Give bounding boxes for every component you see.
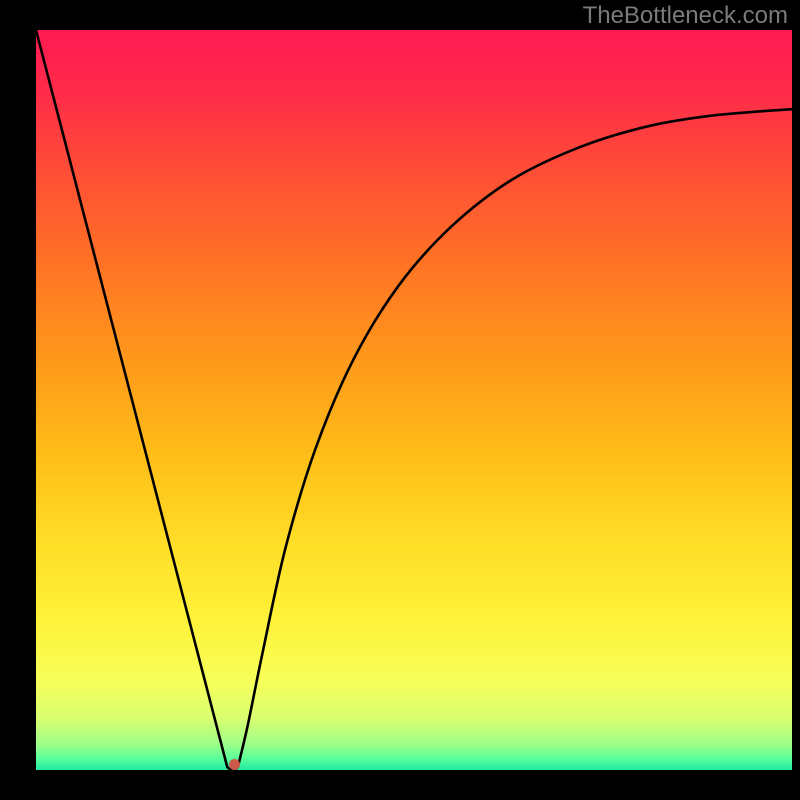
- plot-area: [36, 30, 792, 770]
- curve-path: [36, 30, 792, 770]
- watermark-text: TheBottleneck.com: [583, 2, 788, 30]
- bottleneck-curve: [36, 30, 792, 770]
- chart-stage: TheBottleneck.com: [0, 0, 800, 800]
- optimum-marker-icon: [229, 759, 240, 770]
